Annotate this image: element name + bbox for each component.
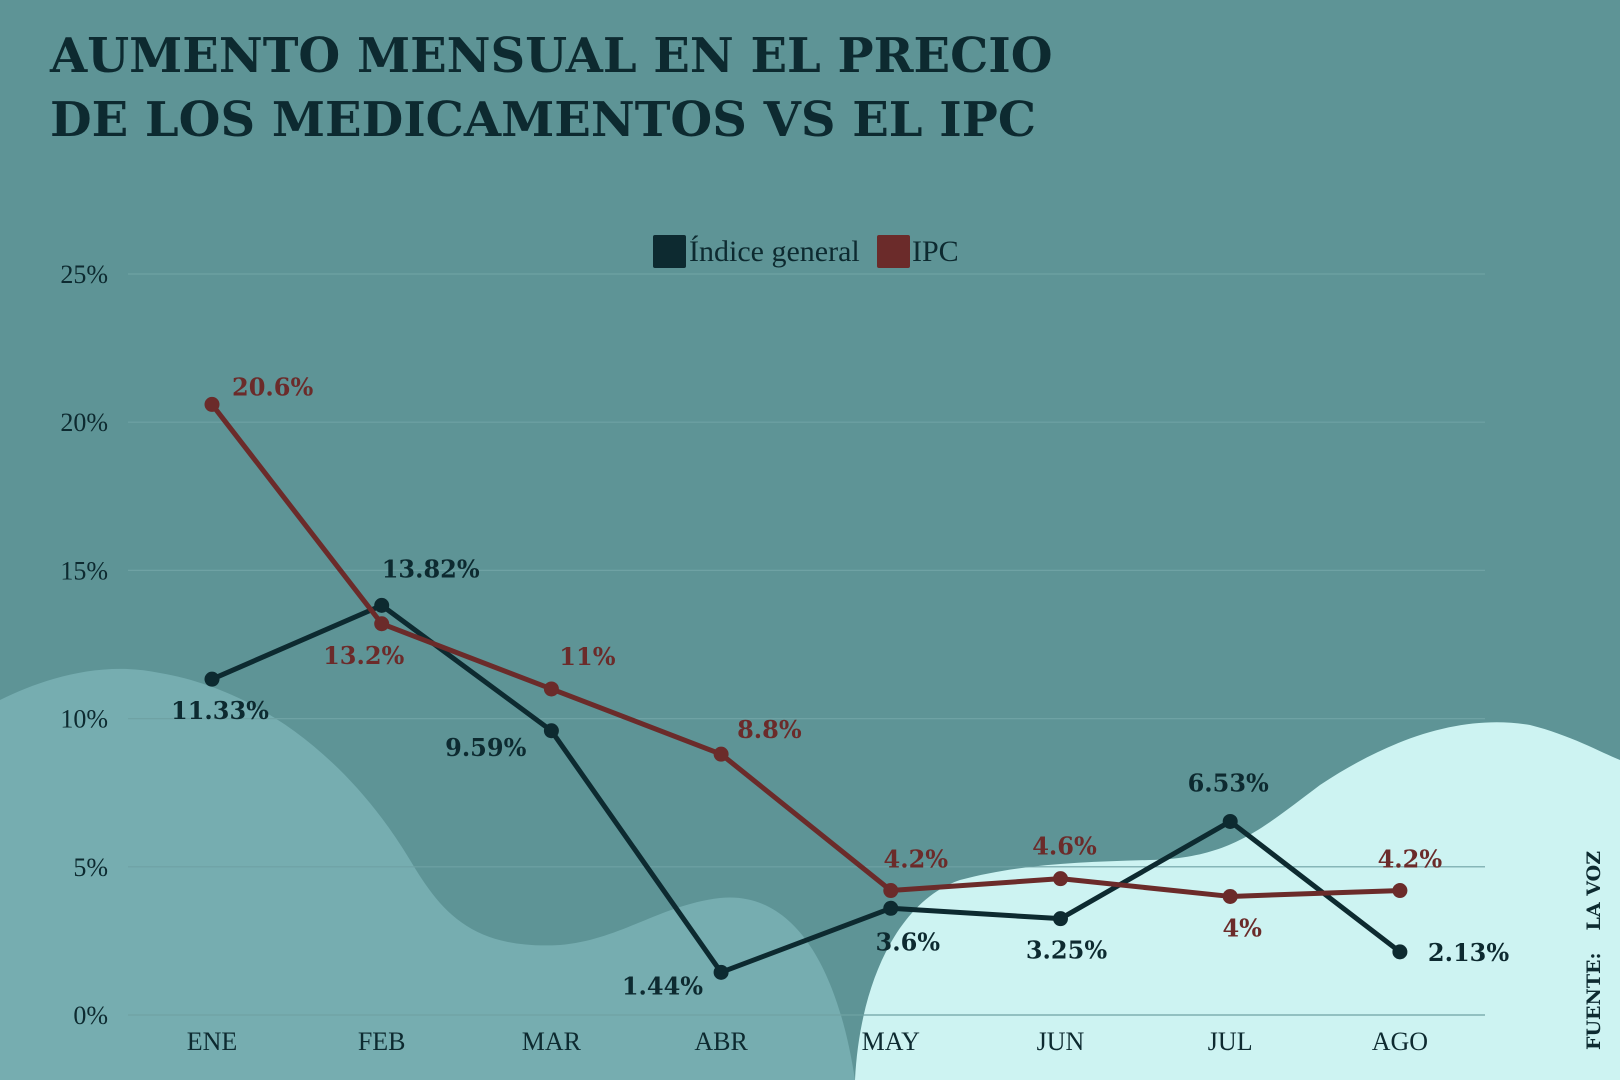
data-point-indice-general-jun	[1053, 911, 1068, 927]
data-point-ipc-ene	[204, 396, 220, 412]
data-point-ipc-jun	[1053, 871, 1068, 887]
x-axis: ENE FEB MAR ABR MAY JUN JUL AGO	[187, 1027, 1428, 1056]
x-tick-label-feb: FEB	[358, 1027, 406, 1056]
chart-title-line-2: DE LOS MEDICAMENTOS VS EL IPC	[50, 92, 1036, 148]
series-layer: 11.33% 13.82% 9.59% 1.44% 3.6% 3.25% 6.53% 2.13…	[171, 372, 1509, 1000]
y-tick-label: 20%	[60, 408, 108, 437]
x-tick-label-abr: ABR	[694, 1027, 748, 1056]
data-point-indice-general-feb	[374, 597, 390, 613]
y-tick-label: 5%	[73, 853, 108, 882]
data-label-indice-general-ago: 2.13%	[1428, 938, 1509, 967]
x-tick-label-jul: JUL	[1208, 1027, 1253, 1056]
data-point-ipc-may	[883, 883, 899, 899]
y-axis: 0% 5% 10% 15% 20% 25%	[60, 260, 108, 1030]
data-point-indice-general-mar	[543, 723, 559, 739]
data-label-indice-general-abr: 1.44%	[622, 971, 703, 1000]
data-label-indice-general-may: 3.6%	[876, 927, 941, 956]
data-label-ipc-mar: 11%	[559, 642, 615, 671]
blob-left	[0, 668, 855, 1080]
data-label-ipc-ago: 4.2%	[1378, 845, 1443, 874]
data-point-ipc-abr	[713, 746, 729, 762]
series-indice-general: 11.33% 13.82% 9.59% 1.44% 3.6% 3.25% 6.53% 2.13…	[171, 554, 1509, 1000]
series-ipc: 20.6% 13.2% 11% 8.8% 4.2% 4.6% 4% 4.2%	[204, 372, 1443, 942]
y-tick-label: 10%	[60, 705, 108, 734]
data-label-indice-general-feb: 13.82%	[382, 554, 480, 583]
data-label-indice-general-ene: 11.33%	[171, 696, 269, 725]
data-point-ipc-jul	[1222, 888, 1238, 904]
blob-right	[855, 722, 1620, 1080]
chart-title-line-1: AUMENTO MENSUAL EN EL PRECIO	[49, 28, 1053, 84]
data-point-ipc-feb	[374, 616, 390, 632]
gridlines	[128, 273, 1485, 1016]
x-tick-label-ago: AGO	[1372, 1027, 1428, 1056]
series-line-indice-general	[209, 602, 1403, 975]
x-tick-label-ene: ENE	[187, 1027, 238, 1056]
legend-label-indice-general: Índice general	[689, 235, 860, 268]
data-label-ipc-abr: 8.8%	[737, 715, 802, 744]
x-tick-label-jun: JUN	[1037, 1027, 1085, 1056]
series-line-ipc	[209, 401, 1403, 899]
legend: Índice general IPC	[653, 235, 959, 268]
y-tick-label: 15%	[60, 556, 108, 585]
x-tick-label-may: MAY	[862, 1027, 921, 1056]
legend-label-ipc: IPC	[912, 235, 959, 268]
data-point-ipc-mar	[543, 681, 559, 697]
data-label-indice-general-jul: 6.53%	[1188, 768, 1269, 797]
data-point-ipc-ago	[1392, 883, 1408, 899]
source-credit: FUENTE: LA VOZ	[1583, 851, 1605, 1050]
x-tick-label-mar: MAR	[522, 1027, 582, 1056]
source-label: FUENTE:	[1583, 952, 1605, 1050]
data-point-indice-general-ago	[1392, 944, 1408, 960]
y-tick-label: 0%	[73, 1001, 108, 1030]
data-point-indice-general-ene	[204, 671, 220, 687]
data-label-ipc-jun: 4.6%	[1032, 832, 1097, 861]
data-point-indice-general-abr	[713, 964, 729, 980]
data-label-indice-general-jun: 3.25%	[1026, 936, 1107, 965]
data-point-indice-general-jul	[1222, 813, 1238, 829]
data-point-indice-general-may	[883, 900, 899, 916]
data-label-ipc-feb: 13.2%	[323, 641, 404, 670]
legend-swatch-ipc	[877, 235, 910, 268]
source-name: LA VOZ	[1583, 851, 1605, 931]
data-label-indice-general-mar: 9.59%	[445, 733, 526, 762]
y-tick-label: 25%	[60, 260, 108, 289]
data-label-ipc-jul: 4%	[1222, 913, 1262, 942]
data-label-ipc-ene: 20.6%	[232, 372, 313, 401]
legend-swatch-indice-general	[653, 235, 686, 268]
data-label-ipc-may: 4.2%	[884, 845, 949, 874]
